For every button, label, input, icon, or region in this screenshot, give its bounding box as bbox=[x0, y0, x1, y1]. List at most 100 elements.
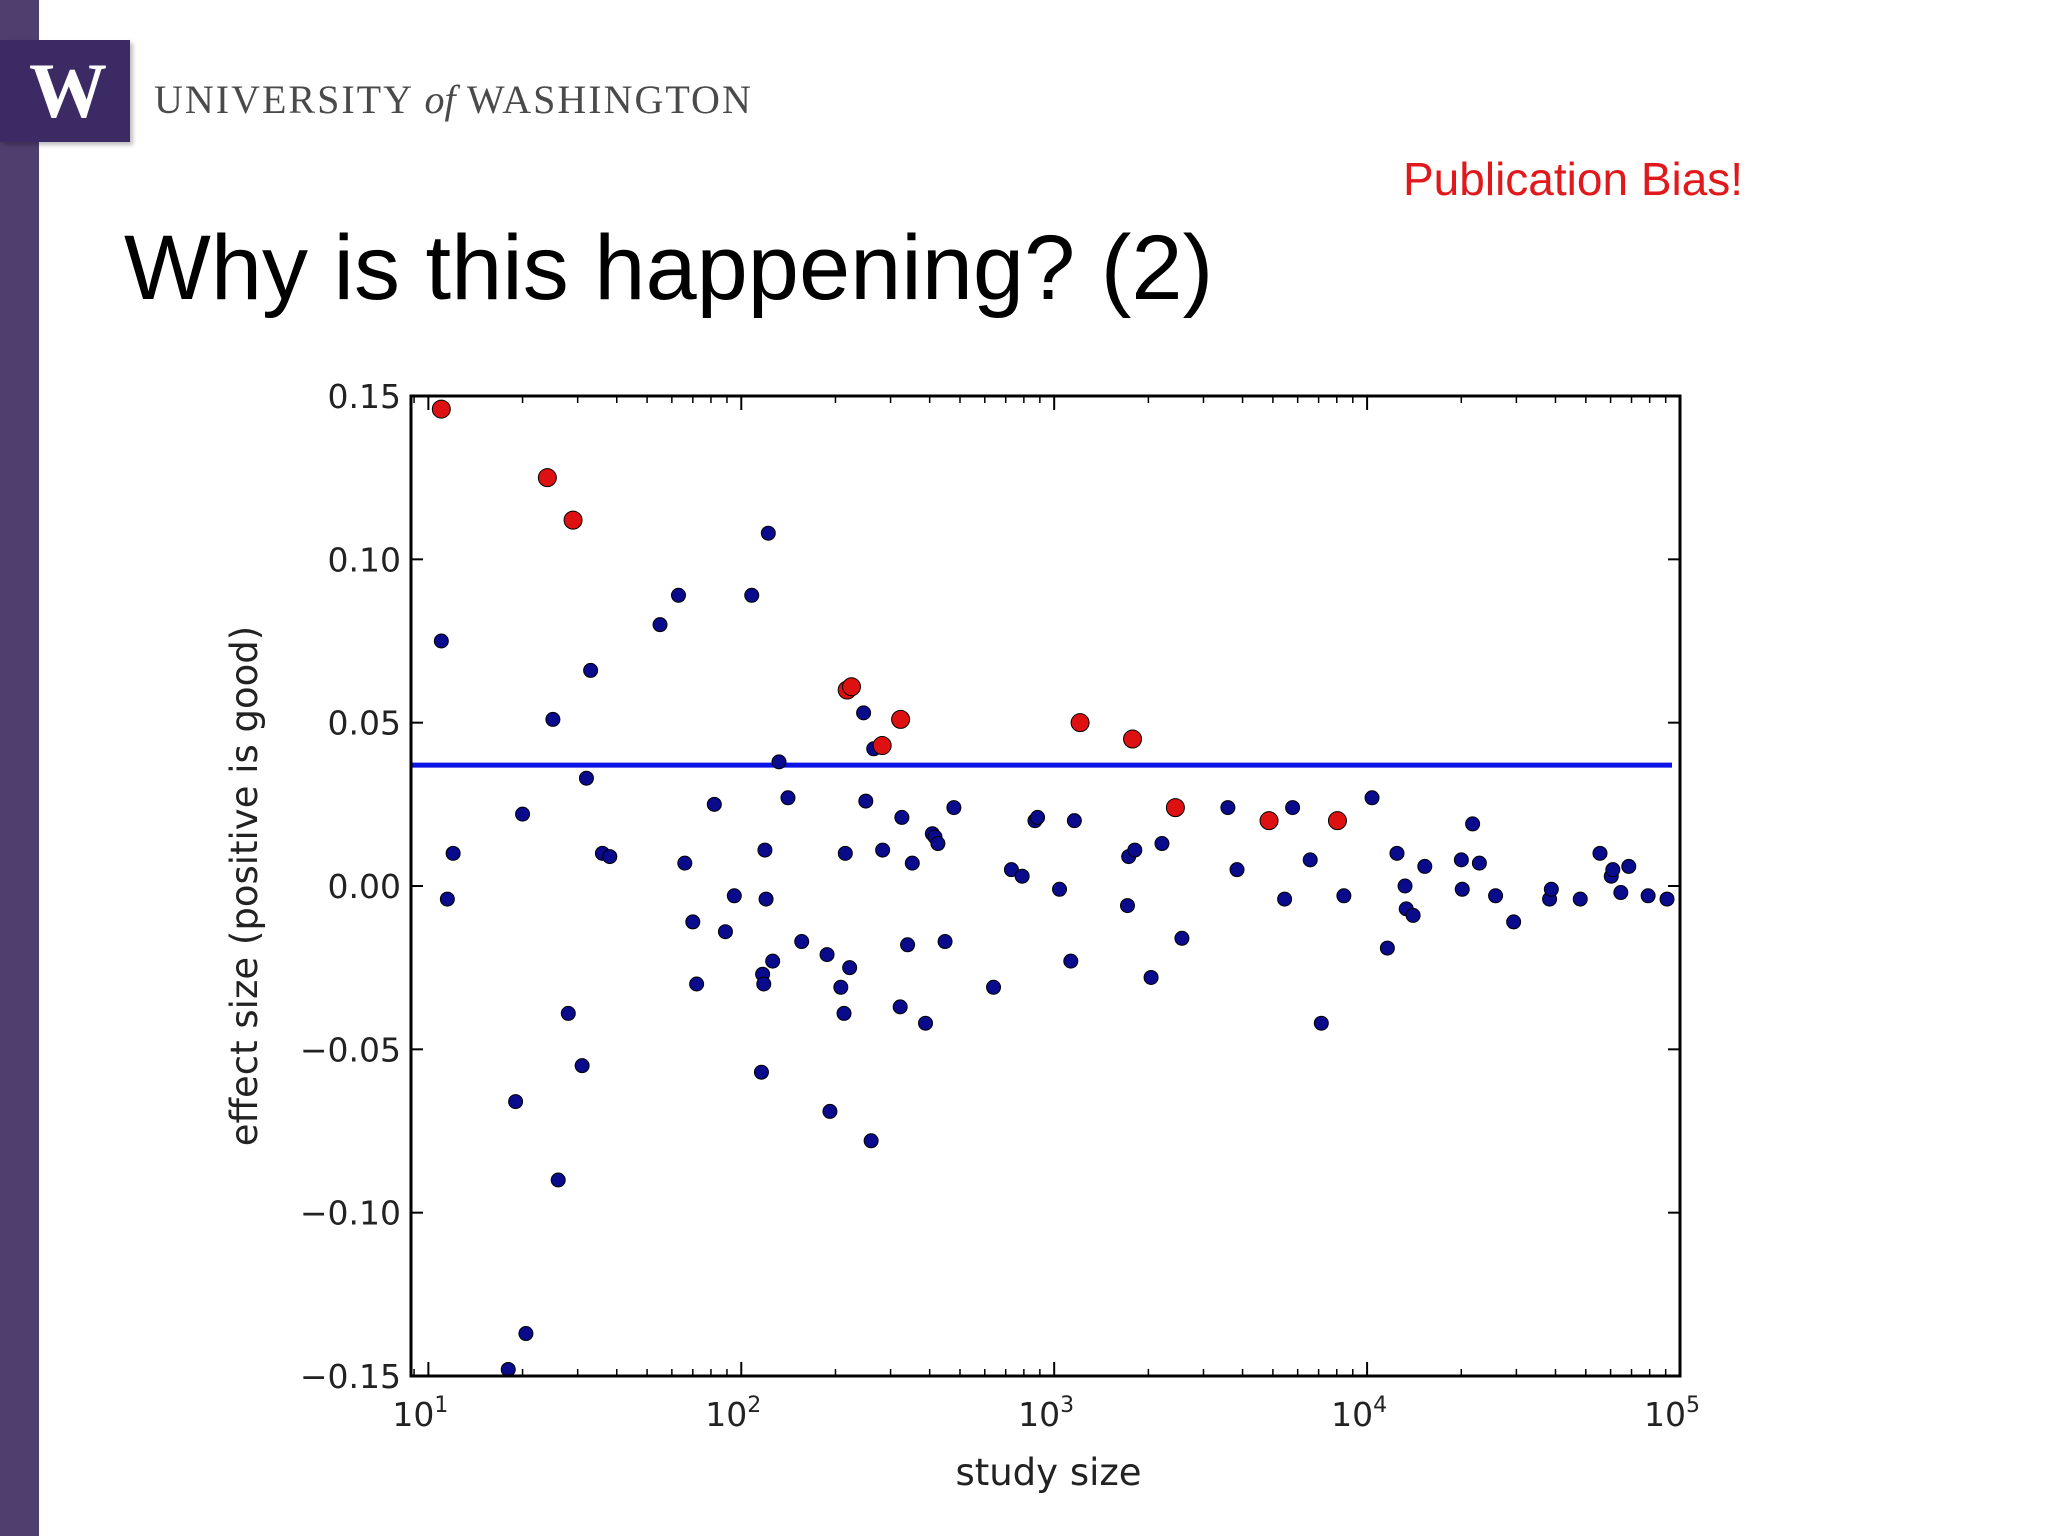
data-point bbox=[1174, 930, 1190, 946]
data-point bbox=[1621, 858, 1637, 874]
data-point bbox=[1030, 809, 1046, 825]
highlighted-data-point bbox=[1327, 811, 1347, 831]
data-point bbox=[819, 947, 835, 963]
data-point bbox=[1127, 842, 1143, 858]
data-point bbox=[560, 1005, 576, 1021]
data-point bbox=[758, 891, 774, 907]
publication-bias-callout: Publication Bias! bbox=[1403, 153, 1744, 205]
y-tick-label: 0.05 bbox=[328, 704, 401, 743]
data-point bbox=[744, 587, 760, 603]
highlighted-data-point bbox=[1070, 713, 1090, 733]
data-point bbox=[1506, 914, 1522, 930]
university-name-of: of bbox=[424, 77, 456, 122]
data-point bbox=[892, 999, 908, 1015]
plot-frame bbox=[409, 394, 1682, 1378]
data-point bbox=[1364, 790, 1380, 806]
data-point bbox=[858, 793, 874, 809]
data-point bbox=[500, 1361, 516, 1377]
data-point bbox=[1613, 885, 1629, 901]
data-point bbox=[1659, 891, 1675, 907]
y-axis-title: effect size (positive is good) bbox=[223, 626, 266, 1146]
data-point bbox=[689, 976, 705, 992]
data-point bbox=[1154, 836, 1170, 852]
data-point bbox=[1640, 888, 1656, 904]
data-point bbox=[1302, 852, 1318, 868]
data-point bbox=[545, 711, 561, 727]
data-point bbox=[930, 836, 946, 852]
data-point bbox=[836, 1005, 852, 1021]
data-point bbox=[1572, 891, 1588, 907]
x-tick-label: 101 bbox=[392, 1393, 448, 1434]
data-point bbox=[685, 914, 701, 930]
highlighted-data-point bbox=[891, 709, 911, 729]
x-tick-label: 105 bbox=[1644, 1393, 1700, 1434]
y-tick-label: −0.05 bbox=[300, 1030, 401, 1069]
data-point bbox=[1277, 891, 1293, 907]
highlighted-data-point bbox=[841, 677, 861, 697]
highlighted-data-point bbox=[563, 510, 583, 530]
data-point bbox=[894, 809, 910, 825]
data-point bbox=[904, 855, 920, 871]
highlighted-data-point bbox=[1123, 729, 1143, 749]
y-tick-label: 0.00 bbox=[328, 867, 401, 906]
data-point bbox=[900, 937, 916, 953]
data-point bbox=[1389, 845, 1405, 861]
x-tick-label: 102 bbox=[705, 1393, 761, 1434]
data-point bbox=[578, 770, 594, 786]
data-point bbox=[937, 934, 953, 950]
data-point bbox=[771, 754, 787, 770]
data-point bbox=[726, 888, 742, 904]
highlighted-data-point bbox=[537, 468, 557, 488]
data-point bbox=[753, 1064, 769, 1080]
data-point bbox=[863, 1133, 879, 1149]
data-point bbox=[518, 1326, 534, 1342]
university-name-pre: UNIVERSITY bbox=[154, 77, 413, 122]
data-point bbox=[439, 891, 455, 907]
data-point bbox=[677, 855, 693, 871]
data-point bbox=[794, 934, 810, 950]
data-point bbox=[1417, 858, 1433, 874]
data-point bbox=[757, 842, 773, 858]
data-point bbox=[1066, 813, 1082, 829]
data-point bbox=[1592, 845, 1608, 861]
data-point bbox=[833, 979, 849, 995]
data-point bbox=[1379, 940, 1395, 956]
data-point bbox=[574, 1058, 590, 1074]
data-point bbox=[1063, 953, 1079, 969]
data-point bbox=[760, 525, 776, 541]
data-point bbox=[1313, 1015, 1329, 1031]
data-point bbox=[822, 1103, 838, 1119]
data-point bbox=[1453, 852, 1469, 868]
slide-title: Why is this happening? (2) bbox=[124, 217, 1214, 319]
data-point bbox=[717, 924, 733, 940]
y-tick-label: −0.15 bbox=[300, 1357, 401, 1396]
data-point bbox=[508, 1094, 524, 1110]
data-point bbox=[602, 849, 618, 865]
highlighted-data-point bbox=[872, 736, 892, 756]
highlighted-data-point bbox=[1165, 798, 1185, 818]
data-point bbox=[918, 1015, 934, 1031]
x-tick-label: 104 bbox=[1331, 1393, 1387, 1434]
data-point bbox=[433, 633, 449, 649]
data-point bbox=[1229, 862, 1245, 878]
highlighted-data-point bbox=[431, 399, 451, 419]
data-point bbox=[1143, 969, 1159, 985]
data-point bbox=[1052, 881, 1068, 897]
data-point bbox=[780, 790, 796, 806]
data-point bbox=[756, 976, 772, 992]
data-point bbox=[706, 796, 722, 812]
data-point bbox=[1119, 898, 1135, 914]
y-tick-label: 0.15 bbox=[328, 377, 401, 416]
data-point bbox=[1465, 816, 1481, 832]
data-point bbox=[1605, 862, 1621, 878]
data-point bbox=[1220, 800, 1236, 816]
data-point bbox=[550, 1172, 566, 1188]
data-point bbox=[1336, 888, 1352, 904]
data-point bbox=[765, 953, 781, 969]
data-point bbox=[445, 845, 461, 861]
highlighted-data-point bbox=[1259, 811, 1279, 831]
data-point bbox=[856, 705, 872, 721]
data-point bbox=[583, 662, 599, 678]
